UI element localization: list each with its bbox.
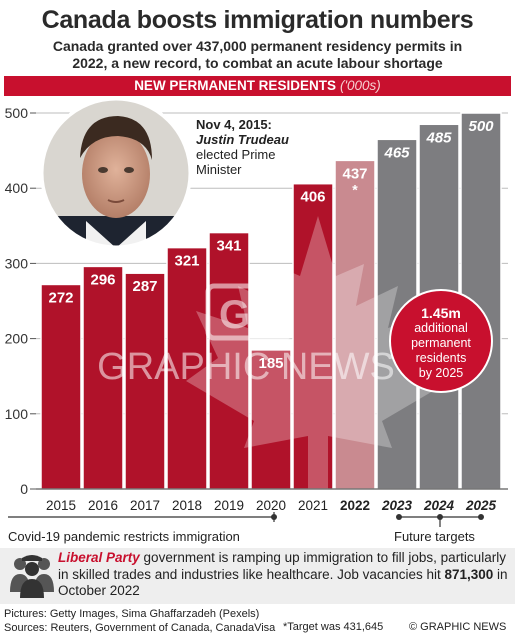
bars: 272 296 287 321 341 185 406 437* 465 485 500 bbox=[40, 112, 502, 490]
credits-pictures: Pictures: Getty Images, Sima Ghaffarzade… bbox=[4, 608, 260, 620]
bar-value-2018: 321 bbox=[174, 253, 199, 270]
x-tick-label-2021: 2021 bbox=[298, 498, 328, 513]
subtitle-line-2: 2022, a new record, to combat an acute l… bbox=[72, 55, 443, 71]
bar-2016 bbox=[82, 265, 124, 490]
bar-chart: 272 296 287 321 341 185 406 437* 465 485 500 GN GR… bbox=[5, 97, 508, 527]
future-label: Future targets bbox=[394, 529, 475, 544]
info-text: Liberal Party government is ramping up i… bbox=[58, 550, 510, 600]
note-line-1: elected Prime bbox=[196, 147, 276, 162]
bar-value-2020: 185 bbox=[258, 355, 283, 372]
bar-value-2022: 437 bbox=[342, 165, 367, 182]
callout-value: 1.45m bbox=[421, 305, 461, 321]
maple-leaf-icon bbox=[186, 216, 450, 489]
chart-banner: NEW PERMANENT RESIDENTS ('000s) bbox=[4, 76, 511, 96]
x-tick-label-2025: 2025 bbox=[465, 498, 497, 513]
chart-title: Canada boosts immigration numbers bbox=[41, 6, 474, 34]
bar-value-2024: 485 bbox=[425, 129, 452, 146]
y-tick-label: 100 bbox=[5, 406, 29, 422]
info-party: Liberal Party bbox=[58, 550, 140, 565]
covid-label: Covid-19 pandemic restricts immigration bbox=[8, 529, 240, 544]
trudeau-portrait bbox=[40, 97, 192, 249]
bar-2022 bbox=[334, 159, 376, 490]
banner-title: NEW PERMANENT RESIDENTS bbox=[134, 78, 336, 93]
bar-value-2015: 272 bbox=[48, 289, 73, 306]
callout-line-2: permanent bbox=[411, 336, 471, 350]
y-axis: 0 100 200 300 400 500 bbox=[5, 105, 36, 497]
x-tick-label-2016: 2016 bbox=[88, 498, 118, 513]
note-name: Justin Trudeau bbox=[196, 132, 289, 147]
credits: Pictures: Getty Images, Sima Ghaffarzade… bbox=[4, 607, 275, 635]
y-tick-label: 200 bbox=[5, 331, 29, 347]
bar-value-2021: 406 bbox=[300, 189, 325, 206]
target-footnote: *Target was 431,645 bbox=[283, 621, 384, 633]
x-axis: 2015 2016 2017 2018 2019 2020 2021 2022 2023 2024… bbox=[46, 498, 497, 513]
x-tick-label-2017: 2017 bbox=[130, 498, 160, 513]
future-timeline bbox=[396, 514, 484, 527]
y-tick-label: 500 bbox=[5, 105, 29, 121]
callout-badge: 1.45m additional permanent residents by … bbox=[389, 289, 493, 393]
bar-value-2023: 465 bbox=[383, 144, 410, 161]
info-text-a: government is ramping up immigration to … bbox=[58, 550, 506, 582]
note-line-2: Minister bbox=[196, 162, 242, 177]
target-marker: * bbox=[352, 181, 358, 197]
bar-value-2019: 341 bbox=[216, 238, 241, 255]
covid-timeline bbox=[8, 512, 277, 522]
bar-value-2025: 500 bbox=[468, 118, 494, 135]
svg-text:GN: GN bbox=[219, 293, 279, 337]
x-tick-label-2020: 2020 bbox=[256, 498, 286, 513]
workers-icon bbox=[10, 555, 54, 598]
watermark: GN GRAPHIC NEWS bbox=[97, 283, 395, 388]
y-tick-label: 0 bbox=[20, 481, 28, 497]
bar-value-2017: 287 bbox=[132, 278, 157, 295]
x-tick-label-2022: 2022 bbox=[340, 498, 370, 513]
bar-2020 bbox=[250, 349, 292, 490]
bar-2019 bbox=[208, 231, 250, 490]
note-date: Nov 4, 2015: bbox=[196, 117, 272, 132]
chart-subtitle: Canada granted over 437,000 permanent re… bbox=[0, 38, 515, 72]
x-tick-label-2015: 2015 bbox=[46, 498, 76, 513]
bar-value-2016: 296 bbox=[90, 271, 115, 288]
copyright: © GRAPHIC NEWS bbox=[409, 621, 507, 633]
x-tick-label-2023: 2023 bbox=[381, 498, 413, 513]
watermark-text: GRAPHIC NEWS bbox=[97, 346, 395, 388]
y-tick-label: 400 bbox=[5, 180, 29, 196]
credits-sources: Sources: Reuters, Government of Canada, … bbox=[4, 622, 276, 634]
banner-unit: ('000s) bbox=[339, 78, 381, 93]
bar-2017 bbox=[124, 272, 166, 490]
x-tick-label-2018: 2018 bbox=[172, 498, 202, 513]
callout-line-1: additional bbox=[414, 321, 468, 335]
x-tick-label-2019: 2019 bbox=[214, 498, 244, 513]
callout-line-4: by 2025 bbox=[418, 366, 464, 380]
subtitle-line-1: Canada granted over 437,000 permanent re… bbox=[52, 38, 463, 54]
info-box: Liberal Party government is ramping up i… bbox=[0, 548, 515, 604]
y-tick-label: 300 bbox=[5, 255, 29, 271]
trudeau-note: Nov 4, 2015: Justin Trudeau elected Prim… bbox=[196, 117, 289, 177]
info-value: 871,300 bbox=[444, 566, 494, 582]
bar-2018 bbox=[166, 246, 208, 490]
x-tick-label-2024: 2024 bbox=[423, 498, 455, 513]
bar-2015 bbox=[40, 283, 82, 490]
callout-line-3: residents bbox=[415, 351, 467, 365]
info-text-b: in October 2022 bbox=[58, 566, 508, 599]
